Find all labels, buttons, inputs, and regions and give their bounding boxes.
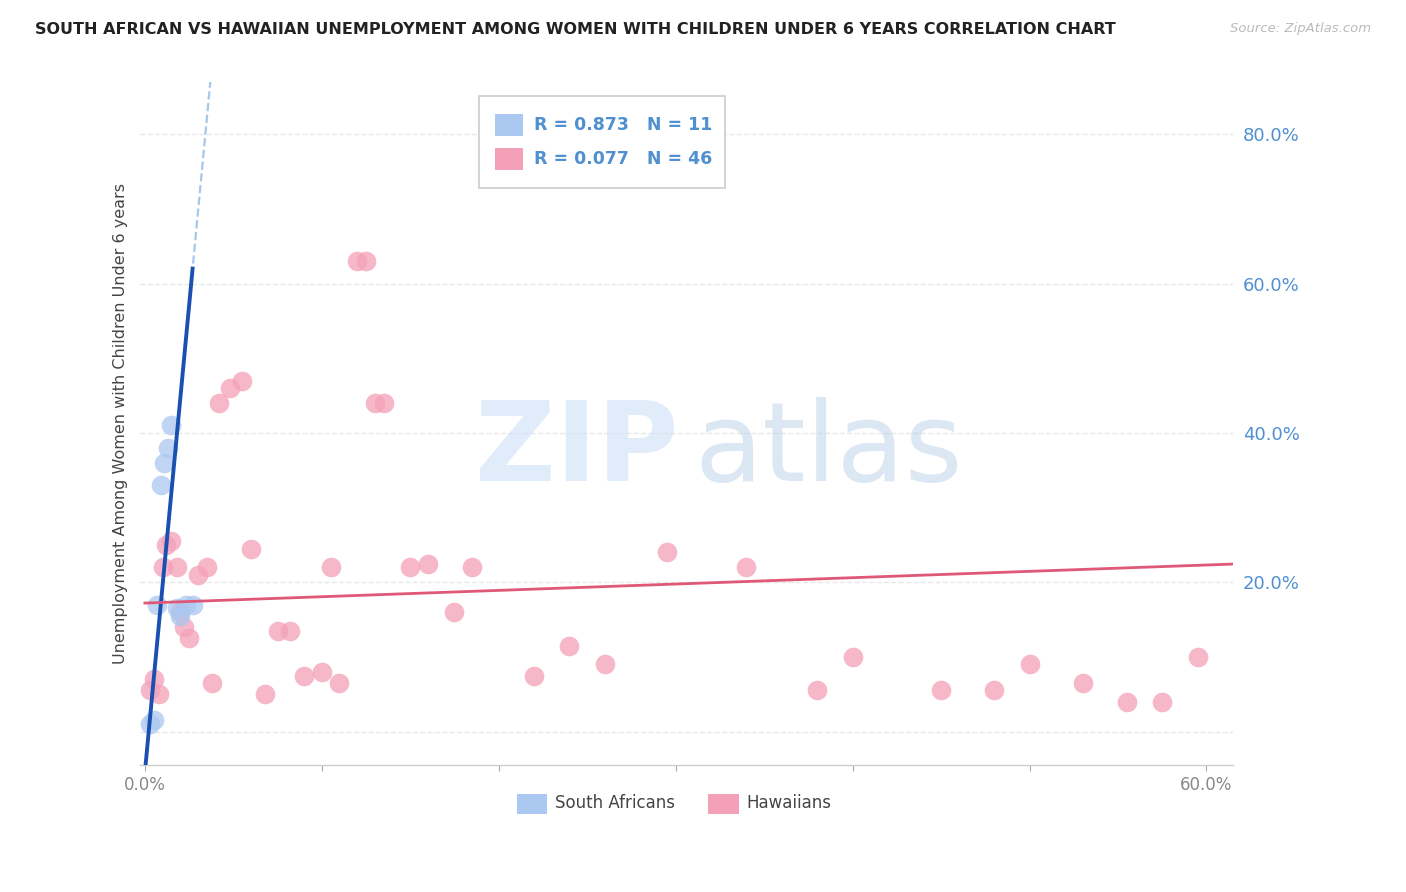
Point [346, 254, 368, 268]
Point [841, 649, 863, 664]
Text: R = 0.077   N = 46: R = 0.077 N = 46 [534, 150, 713, 168]
Point [160, 418, 183, 433]
Point [201, 676, 224, 690]
Point [1018, 657, 1040, 672]
Point [177, 631, 200, 645]
Point [146, 598, 169, 612]
Point [149, 478, 172, 492]
Point [266, 624, 288, 638]
Point [169, 605, 191, 619]
Text: ZIP: ZIP [475, 397, 679, 504]
Point [278, 624, 301, 638]
Point [1071, 676, 1094, 690]
Point [354, 254, 377, 268]
Point [187, 567, 209, 582]
Point [461, 560, 484, 574]
Point [139, 717, 162, 731]
Point [155, 538, 177, 552]
Point [735, 560, 758, 574]
Point [166, 560, 188, 574]
Point [983, 683, 1005, 698]
Point [153, 456, 176, 470]
Point [181, 598, 204, 612]
Text: SOUTH AFRICAN VS HAWAIIAN UNEMPLOYMENT AMONG WOMEN WITH CHILDREN UNDER 6 YEARS C: SOUTH AFRICAN VS HAWAIIAN UNEMPLOYMENT A… [35, 22, 1116, 37]
Point [558, 639, 581, 653]
Point [174, 598, 197, 612]
Point [311, 665, 333, 679]
Text: South Africans: South Africans [555, 794, 675, 812]
Point [443, 605, 465, 619]
Point [929, 683, 952, 698]
Bar [709, 794, 738, 814]
Point [328, 676, 350, 690]
Bar [495, 148, 523, 170]
Point [292, 668, 315, 682]
Point [1115, 695, 1137, 709]
Point [195, 560, 218, 574]
Point [655, 545, 678, 559]
Point [166, 601, 188, 615]
Text: Hawaiians: Hawaiians [747, 794, 831, 812]
Point [148, 687, 170, 701]
Point [152, 560, 174, 574]
Point [593, 657, 616, 672]
Point [254, 687, 277, 701]
Point [319, 560, 342, 574]
Point [139, 683, 162, 698]
Text: atlas: atlas [695, 397, 963, 504]
Point [806, 683, 828, 698]
Point [1152, 695, 1174, 709]
Point [208, 396, 231, 410]
Text: Source: ZipAtlas.com: Source: ZipAtlas.com [1230, 22, 1371, 36]
Point [1187, 649, 1209, 664]
Point [240, 541, 263, 556]
Point [399, 560, 422, 574]
Point [373, 396, 395, 410]
Bar [517, 794, 547, 814]
Point [169, 608, 191, 623]
Point [416, 557, 439, 571]
Text: R = 0.873   N = 11: R = 0.873 N = 11 [534, 116, 713, 134]
Point [231, 374, 253, 388]
Point [142, 714, 165, 728]
Point [156, 441, 179, 455]
Point [142, 672, 165, 686]
Y-axis label: Unemployment Among Women with Children Under 6 years: Unemployment Among Women with Children U… [114, 183, 128, 664]
FancyBboxPatch shape [478, 95, 724, 188]
Point [218, 381, 240, 395]
Point [173, 620, 195, 634]
Point [523, 668, 546, 682]
Point [364, 396, 387, 410]
Bar [495, 114, 523, 136]
Point [160, 534, 183, 549]
